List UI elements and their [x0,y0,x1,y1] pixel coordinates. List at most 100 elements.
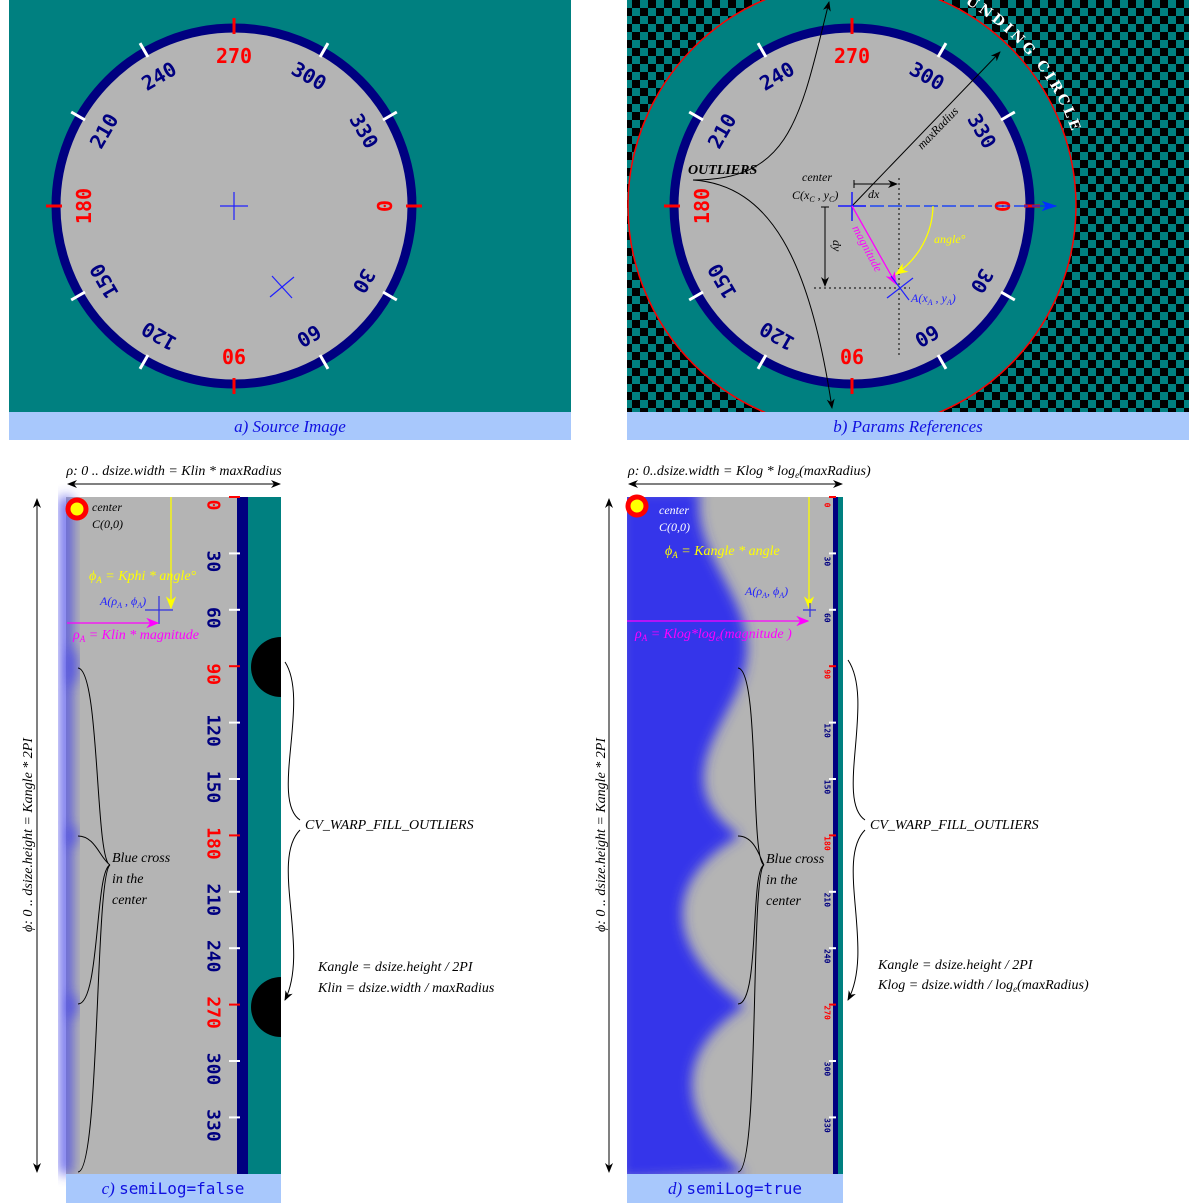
dial-tick [138,42,150,58]
phi-formula: ϕA = Kphi * angle° [89,569,197,585]
dial-label: 180 [690,188,714,224]
dial-tick [70,290,86,302]
teal-strip [248,497,281,1174]
strip-label: 30 [203,551,224,573]
fill-outliers-arrows [285,661,301,1000]
caption: b) Params References [833,417,983,436]
strip-label: 0 [823,503,832,508]
strip-label: 270 [823,1005,832,1020]
max-radius-arrow [851,51,1001,207]
blue-fill-region [627,497,747,1174]
strip-label: 330 [203,1109,224,1142]
magnitude-arrow [851,205,897,286]
phi-range-label: ϕ: 0 .. dsize.height = Kangle * 2PI [21,737,36,932]
brace [737,667,765,1173]
dial-label: 90 [840,344,864,368]
caption: c) semiLog=false [102,1179,245,1198]
point-a-label: A(ρA, ϕA) [744,584,788,600]
brace [77,667,111,1173]
blue-cross-note: Blue cross in the center [112,851,171,908]
angle-label: angle° [934,232,966,246]
dial-tick [70,110,86,122]
phi-formula: ϕA = Kangle * angle [665,544,780,560]
outlier-fill [251,977,281,1037]
angle-arc [894,205,934,275]
fill-outliers-label: CV_WARP_FILL_OUTLIERS [870,818,1039,833]
angle-labels: 0 30 60 90 120 150 180 210 240 270 300 330 [823,496,836,1133]
strip-label: 300 [823,1062,832,1077]
dial-tick [318,354,330,370]
point-a-cross-icon [269,275,295,299]
dial-tick [756,42,768,58]
strip-label: 270 [203,996,224,1029]
caption-bar [66,1174,281,1203]
point-a-cross-icon [886,275,914,301]
fill-outliers-arrows [848,659,866,1000]
dial-label: 180 [72,188,96,224]
strip-label: 300 [203,1053,224,1086]
kangle-formula: Kangle = dsize.height / 2PI [877,958,1034,973]
angle-labels: 0 30 60 90 120 150 180 210 240 270 300 330 [203,496,240,1142]
dial-tick [318,42,330,58]
center-coord-label: C(xC , yC) [792,188,838,204]
teal-strip [838,497,843,1174]
panel-d-semilog-polar: ρ: 0..dsize.width = Klog * loge(maxRadiu… [594,464,1089,1203]
phi-range-label: ϕ: 0 .. dsize.height = Kangle * 2PI [594,737,609,932]
dial-tick [382,290,398,302]
dial-tick [756,354,768,370]
origin-marker-icon [65,497,89,521]
origin-marker-icon [625,494,649,518]
rho-range-label: ρ: 0 .. dsize.width = Klin * maxRadius [65,464,282,479]
strip-label: 180 [203,827,224,860]
strip-label: 180 [823,836,832,851]
strip-label: 150 [823,780,832,795]
navy-ring-strip [237,497,248,1174]
kangle-formula: Kangle = dsize.height / 2PI [317,960,474,975]
strip-label: 150 [203,771,224,804]
dial-label: 90 [222,344,246,368]
strip-label: 240 [203,940,224,973]
dial-label: 270 [834,44,870,68]
caption: a) Source Image [234,417,346,436]
point-a-cross-icon [803,603,816,617]
center-label: center [659,503,689,517]
strip-label: 120 [203,714,224,747]
center-label: center [802,170,832,184]
strip-label: 210 [203,884,224,917]
strip-label: 60 [823,613,832,623]
dial-label: 270 [216,44,252,68]
dial-tick [688,110,704,122]
rho-formula: ρA = Klin * magnitude [72,628,199,644]
klog-formula: Klog = dsize.width / loge(maxRadius) [877,978,1089,994]
outliers-arrow-up [692,1,831,181]
point-a-label: A(xA , yA) [910,291,956,307]
center-label: center [92,500,122,514]
dial-tick [1000,110,1016,122]
point-a-label: A(ρA , ϕA) [99,594,146,610]
strip-label: 90 [203,663,224,685]
outlier-fill [251,637,281,697]
panel-c-linear-polar: ρ: 0 .. dsize.width = Klin * maxRadius ϕ… [21,464,495,1203]
outliers-arrow-down [692,179,835,409]
klin-formula: Klin = dsize.width / maxRadius [317,981,495,996]
dial-tick [138,354,150,370]
dy-label: dy [830,240,844,252]
caption-bar [627,1174,843,1203]
strip-label: 90 [823,669,832,679]
strip-label: 210 [823,893,832,908]
rho-range-label: ρ: 0..dsize.width = Klog * loge(maxRadiu… [627,464,871,480]
outliers-label: OUTLIERS [688,163,757,178]
center-coord-label: C(0,0) [92,517,123,531]
strip-label: 60 [203,607,224,629]
caption: d) semiLog=true [668,1179,802,1198]
strip-label: 30 [823,557,832,567]
dial-tick [688,290,704,302]
fill-outliers-label: CV_WARP_FILL_OUTLIERS [305,818,474,833]
center-coord-label: C(0,0) [659,520,690,534]
strip-label: 120 [823,723,832,738]
rho-formula: ρA = Klog*loge(magnitude ) [634,627,792,643]
blue-cross-note: Blue cross in the center [766,852,825,909]
dial-tick [382,110,398,122]
